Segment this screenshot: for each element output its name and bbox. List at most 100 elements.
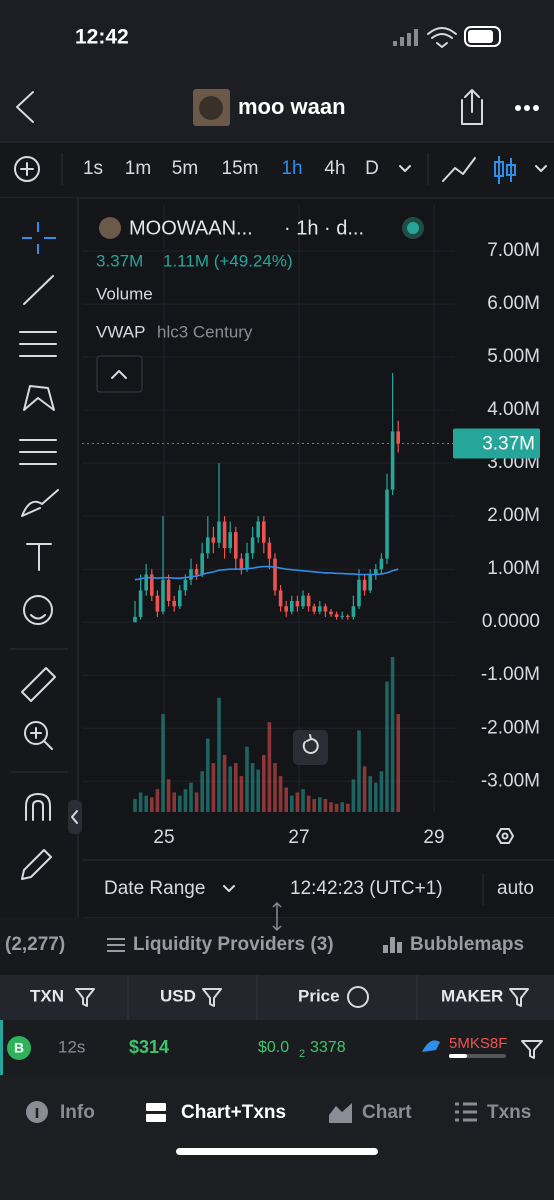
volume-bar [155,789,160,812]
currency-toggle[interactable] [347,986,369,1008]
y-tick-label: 6.00M [487,293,540,314]
timeframe[interactable]: D [365,158,379,179]
filter-icon[interactable] [202,988,222,1007]
column-header[interactable]: Price [298,986,340,1005]
side: B [14,1040,24,1056]
candle-body [374,569,378,575]
candle-body [368,574,372,591]
emoji-smile [30,614,46,620]
timeframe-chevron[interactable] [399,165,411,172]
collapse-tools[interactable] [68,800,82,834]
nav-item[interactable]: Txns [487,1102,531,1123]
pattern-tool[interactable] [23,385,55,411]
candle-body [312,606,316,612]
candle-body [183,579,188,591]
candle-body [295,601,300,607]
candle-body [290,601,294,612]
volume-bar [385,681,389,812]
tab-holders[interactable]: (2,277) [5,934,65,955]
magnet-tool[interactable] [25,793,51,821]
candle-body [200,553,204,575]
volume-bar [278,776,283,812]
scale-mode[interactable]: auto [497,878,534,899]
timeframe[interactable]: 1s [83,158,103,179]
maker-icon [422,1040,440,1052]
column-header[interactable]: MAKER [441,986,503,1005]
brush-tool[interactable] [21,489,59,517]
filter-icon[interactable] [75,988,95,1007]
volume-bar [239,776,244,812]
nav-item[interactable]: Info [60,1102,95,1123]
chart-txns-icon [146,1103,166,1111]
column-header[interactable]: TXN [30,986,64,1005]
filter-maker[interactable] [521,1040,543,1059]
line-chart-button[interactable] [442,157,476,182]
legend-collapse[interactable] [96,355,143,393]
timeframe[interactable]: 5m [172,158,198,179]
filter-icon[interactable] [509,988,529,1007]
resize-handle[interactable] [272,901,282,932]
header-title: moo waan [238,94,346,119]
timeframe[interactable]: 4h [324,158,345,179]
volume-bar [374,782,378,812]
legend-volume: Volume [96,284,153,303]
volume-bar [301,789,305,812]
prediction-tool[interactable] [19,439,57,465]
add-indicator-button[interactable] [14,156,40,182]
settings-button[interactable] [496,828,514,844]
candle-body [256,521,260,538]
chart-icon [329,1103,352,1123]
tab-icon [383,937,402,953]
candle-body [318,606,322,612]
volume-bar [357,730,361,812]
chart-type-chevron[interactable] [535,165,547,172]
x-tick-label: 27 [288,827,309,848]
avatar-face [199,96,223,120]
legend-indicator: VWAP [96,322,145,341]
candle-body [194,569,199,575]
back-button[interactable] [16,91,34,123]
tab-liquidity[interactable]: Liquidity Providers (3) [133,934,334,955]
more-button[interactable] [515,105,539,111]
candle-body [217,521,221,543]
price-digits: 3378 [310,1039,346,1056]
crosshair-tool[interactable] [22,222,56,254]
text-tool[interactable] [26,543,52,571]
fib-tool[interactable] [19,331,57,357]
candle-body [166,579,171,602]
y-tick-label: 2.00M [487,505,540,526]
candle-body [379,558,384,570]
candle-body [323,606,328,612]
timeframe[interactable]: 1m [125,158,151,179]
date-range[interactable]: Date Range [104,878,205,899]
candle-body [234,532,238,559]
column-header[interactable]: USD [160,986,196,1005]
timeframes: 1s 1m 5m 15m 1h 4h D [83,158,379,179]
lock-draw-tool[interactable] [21,849,52,880]
candle-body [362,579,367,591]
zoom-tool[interactable] [24,721,48,745]
candle-body [211,537,216,543]
ruler-tool[interactable] [21,667,56,702]
volume-bar [256,769,260,812]
emoji-tool[interactable] [23,595,53,625]
volume-bar [183,789,188,812]
candle-body [306,595,311,607]
share-button[interactable] [461,89,483,125]
candle-body [329,611,333,615]
maker[interactable]: 5MKS8F [449,1035,507,1052]
trendline-tool[interactable] [23,275,54,305]
reset-chart-button[interactable] [293,730,328,765]
nav-item[interactable]: Chart+Txns [181,1102,286,1123]
tab-bubblemaps[interactable]: Bubblemaps [410,934,524,955]
nav-item[interactable]: Chart [362,1102,412,1123]
timeframe[interactable]: 1h [281,158,302,179]
volume-bar [368,776,372,812]
toolbar-bg [0,142,554,198]
volume-bar [390,657,395,812]
top-bar-bg [0,0,554,142]
volume-bar [206,738,210,812]
candle-chart-button[interactable] [494,156,516,184]
timeframe[interactable]: 15m [222,158,259,179]
